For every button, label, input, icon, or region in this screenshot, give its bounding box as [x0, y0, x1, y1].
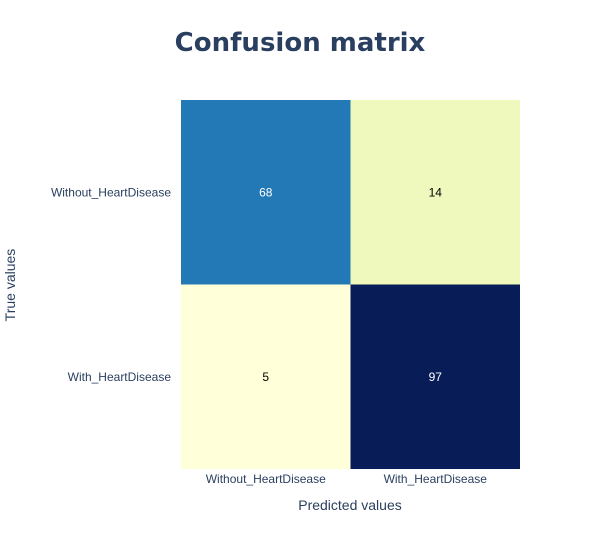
cell-value-label-1-1: 97 [429, 370, 443, 384]
heatmap-cells [181, 100, 520, 469]
x-tick-label: With_HeartDisease [384, 472, 488, 486]
y-axis-title: True values [2, 249, 18, 322]
x-tick-label: Without_HeartDisease [206, 472, 326, 486]
cell-value-label-1-0: 5 [262, 370, 269, 384]
heatmap-cell-0-0 [181, 100, 351, 285]
heatmap-cell-1-1 [350, 284, 520, 469]
y-tick-label: Without_HeartDisease [51, 185, 171, 199]
cell-value-label-0-1: 14 [429, 185, 443, 199]
heatmap-cell-0-1 [350, 100, 520, 285]
y-axis-ticks: Without_HeartDisease With_HeartDisease [51, 185, 171, 384]
x-axis-title: Predicted values [298, 497, 402, 513]
heatmap-cell-1-0 [181, 284, 351, 469]
cell-value-label-0-0: 68 [259, 185, 273, 199]
heatmap-cell-labels: 68 14 5 97 [259, 185, 442, 384]
x-axis-ticks: Without_HeartDisease With_HeartDisease [206, 472, 488, 486]
chart-title: Confusion matrix [175, 28, 426, 58]
y-tick-label: With_HeartDisease [68, 370, 172, 384]
